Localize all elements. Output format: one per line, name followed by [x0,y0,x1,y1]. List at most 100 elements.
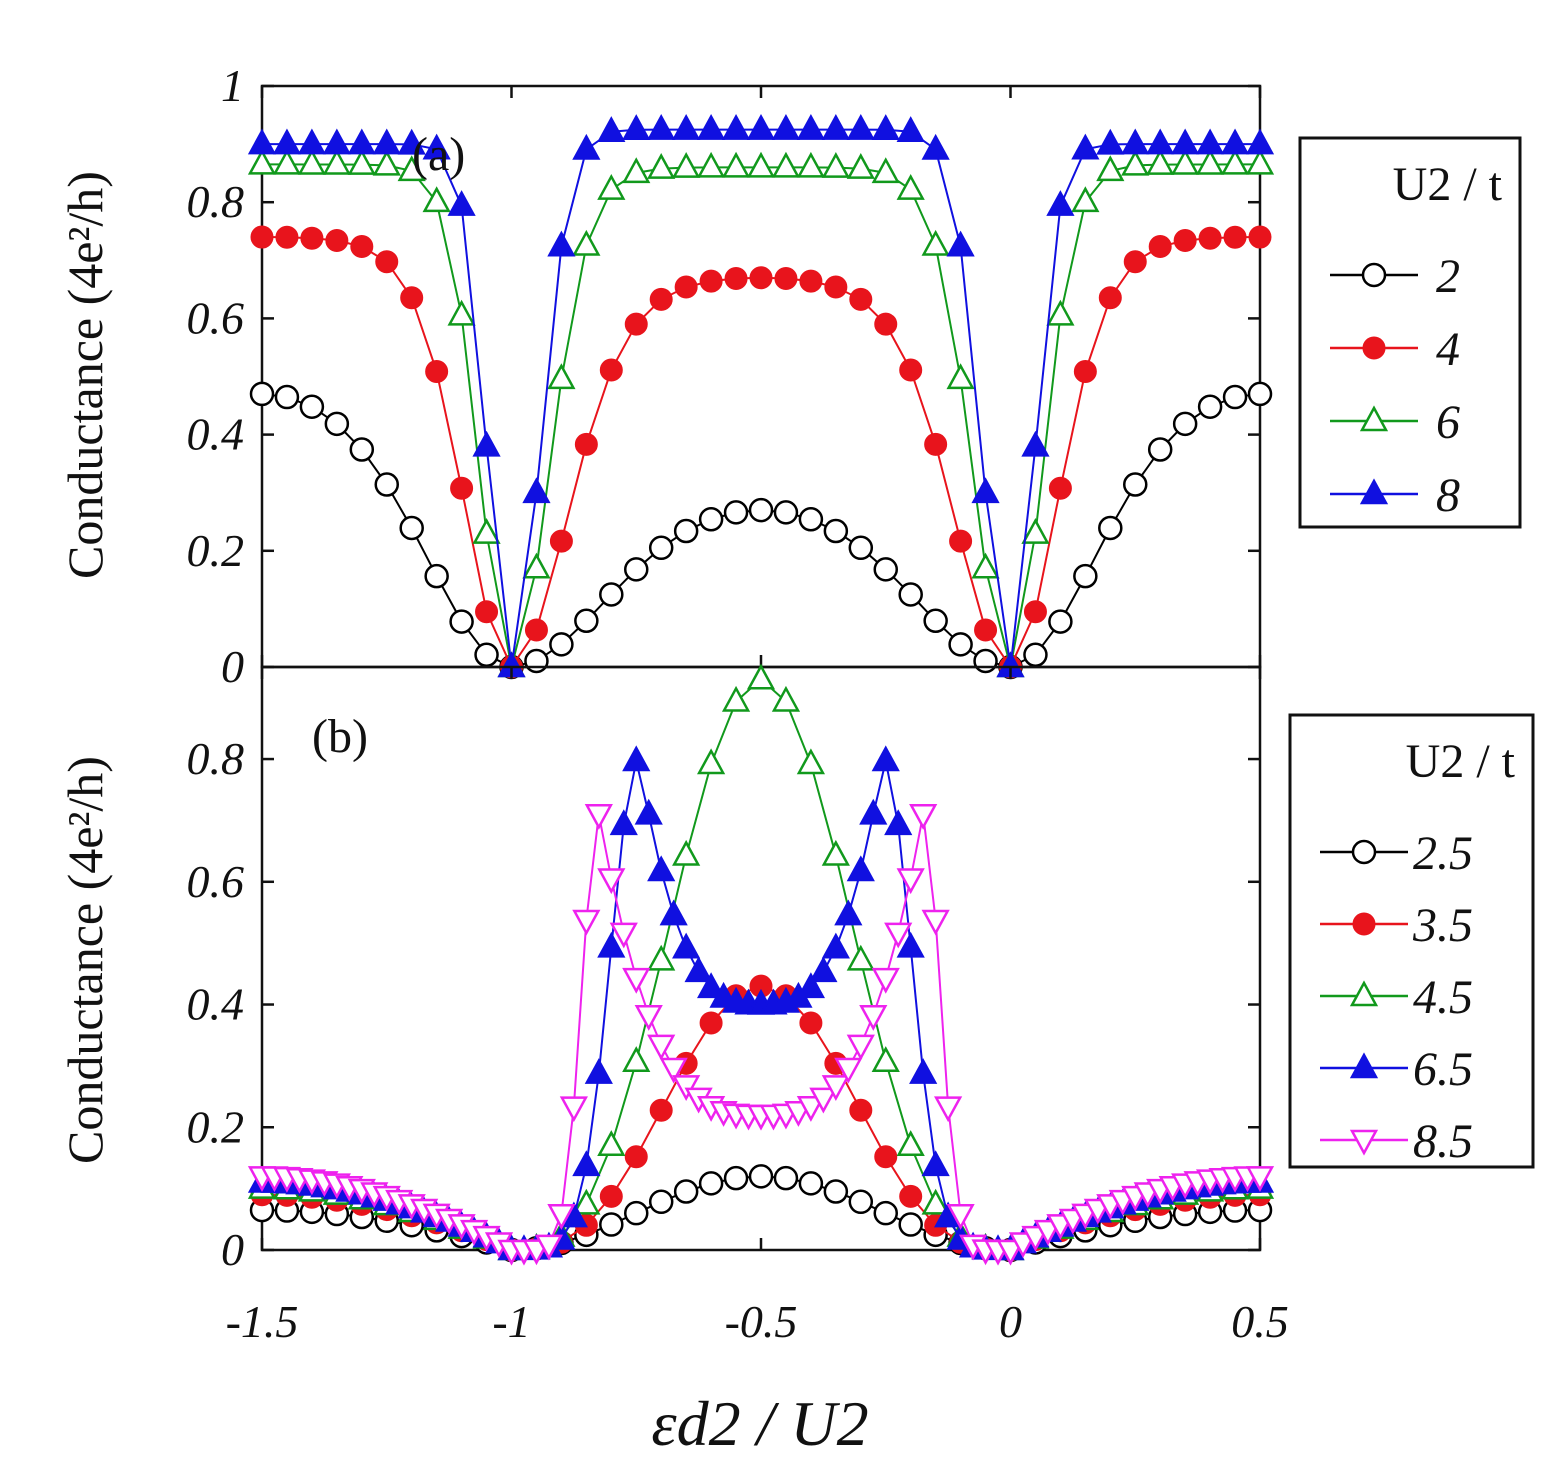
data-point [923,608,948,634]
legend-marker [1349,1129,1379,1156]
legend-marker [1352,912,1376,936]
data-point [696,151,726,178]
data-point [748,1164,774,1189]
series-b-8.5 [247,804,1275,1266]
data-point [809,1087,838,1114]
data-point [849,1098,873,1122]
data-point [347,128,376,155]
data-point [799,1011,823,1035]
data-point [659,899,688,926]
x-tick-label: 0 [999,1296,1022,1347]
series-line [262,128,1260,668]
data-point [723,500,749,525]
data-point [1223,225,1247,249]
data-point [721,151,751,178]
data-point [724,266,748,290]
data-point [821,152,850,178]
data-point [746,663,776,690]
legend-title: U2 / t [1406,735,1516,788]
y-tick-label: 0.4 [187,409,245,460]
data-point [250,225,274,249]
legend-marker [1351,839,1377,865]
data-point [599,1212,624,1237]
data-point [773,500,799,525]
series-a-2 [249,381,1273,680]
legend-entry: 8.5 [1413,1115,1473,1168]
data-point [1195,128,1225,155]
data-point [698,507,724,532]
data-point [449,609,474,634]
data-point [524,648,549,674]
data-point [422,133,451,160]
data-point [300,226,324,250]
data-point [1123,472,1148,497]
data-point [821,1075,850,1102]
data-point [846,113,875,140]
data-point [609,809,638,836]
legend-title: U2 / t [1393,158,1503,211]
data-point [798,507,824,532]
data-point [672,152,701,178]
data-point [884,922,913,949]
data-point [559,1096,588,1123]
data-point [597,173,626,200]
data-point [696,748,726,775]
data-point [647,113,676,140]
data-point [247,128,277,155]
data-point [447,190,476,216]
data-point [821,839,850,866]
data-point [1245,1166,1275,1192]
y-tick-label: 0 [221,1224,244,1275]
data-point [275,225,299,249]
data-point [871,114,900,141]
legend-entry: 8 [1436,469,1460,522]
data-point [859,1004,888,1031]
data-point [771,151,801,178]
data-point [949,529,973,553]
data-point [823,518,849,544]
data-point [1023,642,1048,668]
data-point [584,1058,613,1084]
data-point [909,804,938,830]
x-tick-label: -1.5 [226,1296,299,1347]
data-point [1171,128,1200,155]
data-point [896,931,925,958]
data-point [634,798,663,825]
data-point [547,1203,576,1230]
data-point [247,148,277,175]
data-point [799,269,823,293]
data-point [898,1212,923,1237]
panel-a: 0 0.2 0.4 0.6 0.8 1 [187,60,1275,692]
legend-marker [1359,478,1389,505]
legend-entry: 2.5 [1413,827,1473,880]
x-tick-label: -0.5 [725,1296,798,1347]
data-point [1098,515,1123,541]
data-point [659,1057,688,1084]
data-point [322,148,351,175]
data-point [1148,235,1172,259]
data-point [597,1130,626,1157]
data-point [849,287,873,311]
y-tick-label: 0.8 [187,176,245,227]
data-point [672,1075,701,1102]
data-point [624,557,649,582]
data-point [846,1034,875,1061]
data-point [921,1188,950,1215]
data-point [572,909,601,936]
y-tick-label: 0.2 [187,1101,245,1152]
data-point [474,642,499,668]
data-point [924,432,948,456]
series-line [261,163,1261,668]
data-point [634,1004,663,1031]
data-point [746,113,776,140]
data-point [584,804,613,830]
data-point [721,113,751,140]
data-point [821,932,850,959]
data-point [1198,226,1222,250]
y-axis-label-b: Conductance (4e²/h) [57,756,113,1164]
data-point [1021,430,1050,457]
data-point [774,266,798,290]
data-point [896,868,925,895]
data-point [1146,148,1175,175]
data-point [696,972,726,999]
